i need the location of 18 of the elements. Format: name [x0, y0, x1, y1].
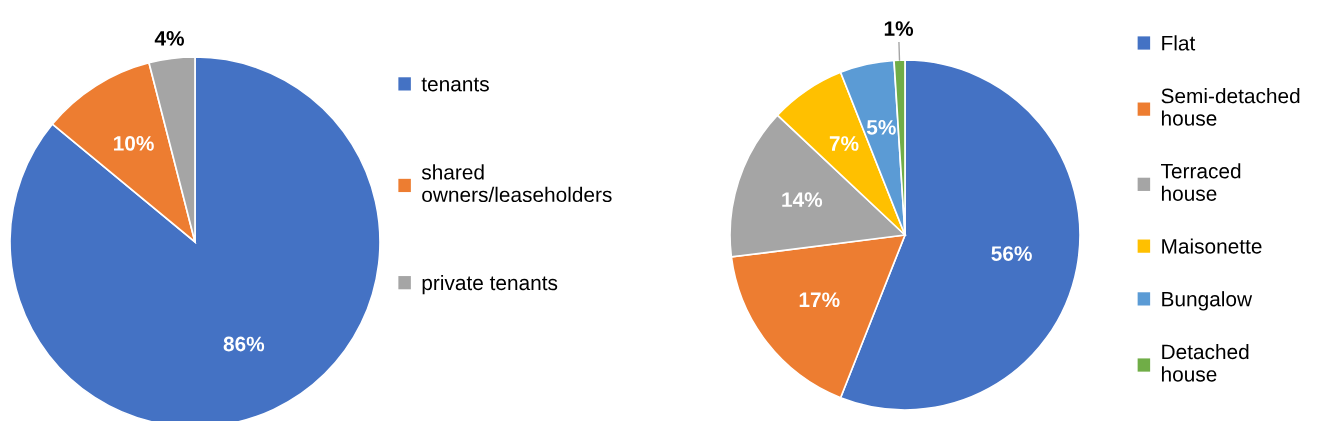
legend-label: Maisonette: [1162, 238, 1262, 254]
legend-label: shared owners/leaseholders: [421, 164, 612, 203]
legend-label: Bungalow: [1162, 291, 1253, 311]
data-label: 5%: [866, 120, 896, 135]
data-label: 10%: [114, 136, 154, 151]
legend-label: private tenants: [422, 274, 558, 295]
data-label: 14%: [782, 192, 823, 208]
data-label: 17%: [799, 292, 840, 308]
data-label: 86%: [223, 336, 265, 352]
data-label: 56%: [991, 246, 1032, 261]
legend-label: Detached house: [1161, 343, 1249, 382]
data-label: 7%: [829, 136, 859, 151]
legend-label: Semi-detached house: [1161, 88, 1300, 126]
data-label: 1%: [884, 21, 914, 36]
legend-label: tenants: [421, 77, 489, 92]
legend-label: Flat: [1162, 35, 1196, 51]
data-label: 4%: [154, 31, 184, 46]
legend-label: Terraced house: [1161, 163, 1241, 201]
